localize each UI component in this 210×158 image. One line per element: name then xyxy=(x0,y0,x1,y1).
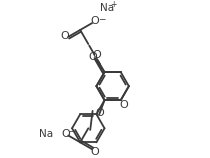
Text: Na: Na xyxy=(100,3,114,13)
Text: O: O xyxy=(61,129,70,139)
Text: +: + xyxy=(111,0,117,9)
Text: O: O xyxy=(92,50,101,60)
Text: O: O xyxy=(91,147,99,157)
Text: O: O xyxy=(60,31,69,41)
Text: −: − xyxy=(98,14,105,23)
Text: O: O xyxy=(88,52,97,62)
Text: O: O xyxy=(119,100,128,110)
Text: Na: Na xyxy=(39,129,53,139)
Text: O: O xyxy=(95,108,104,118)
Text: O: O xyxy=(91,16,99,26)
Text: −: − xyxy=(68,126,76,135)
